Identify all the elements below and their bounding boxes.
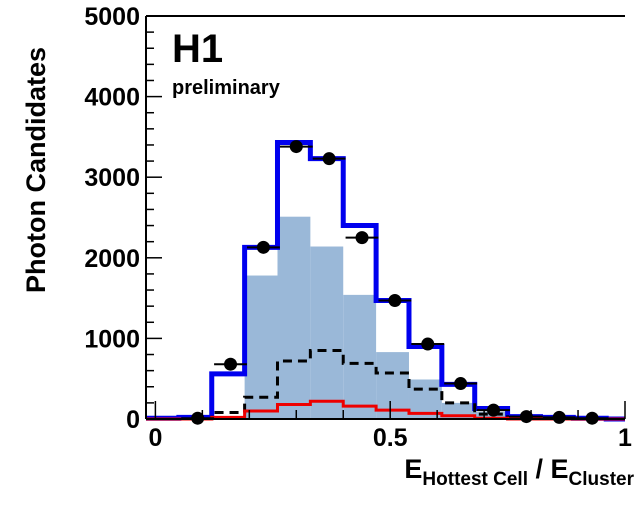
filled-bar-3: [244, 275, 278, 419]
filled-bar-5: [310, 246, 344, 419]
y-tick-label-0: 0: [126, 406, 140, 434]
chart-title: H1: [172, 27, 223, 71]
data-point-9: [487, 403, 501, 417]
filled-bar-4: [277, 216, 311, 419]
filled-histogram: [211, 216, 541, 419]
x-tick-label-1: 0.5: [373, 424, 408, 452]
data-point-6: [388, 294, 402, 308]
filled-bar-6: [343, 294, 377, 419]
data-point-4: [322, 152, 336, 166]
data-point-5: [355, 231, 369, 245]
x-axis-title: EHottest Cell / ECluster: [404, 454, 634, 490]
axes: 0 1000 2000 3000 4000 5000 0 0.5 1: [84, 3, 632, 452]
filled-bar-7: [376, 352, 409, 419]
data-point-2: [256, 240, 270, 254]
y-tick-label-2: 2000: [84, 245, 140, 273]
x-tick-label-0: 0: [148, 424, 162, 452]
y-tick-label-5: 5000: [84, 3, 140, 31]
data-point-7: [421, 337, 435, 351]
y-axis-title: Photon Candidates: [21, 47, 51, 293]
data-point-11: [552, 410, 566, 424]
x-tick-label-2: 1: [618, 424, 632, 452]
y-tick-label-3: 3000: [84, 164, 140, 192]
y-tick-label-4: 4000: [84, 84, 140, 112]
data-point-1: [224, 357, 238, 371]
y-tick-label-1: 1000: [84, 325, 140, 353]
data-point-8: [454, 377, 468, 391]
data-point-3: [289, 140, 303, 154]
chart-subtitle: preliminary: [172, 77, 281, 99]
